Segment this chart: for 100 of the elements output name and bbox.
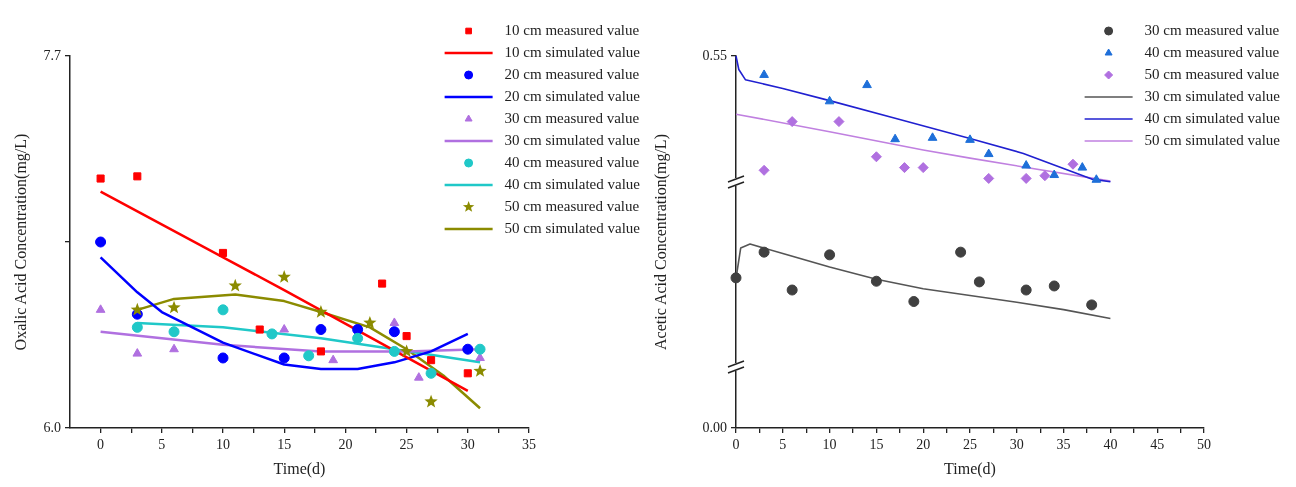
point [96, 174, 105, 183]
legend-label: 20 cm measured value [504, 65, 640, 82]
x-tick-label: 35 [522, 437, 536, 453]
point [474, 343, 486, 355]
point [352, 332, 364, 344]
point [462, 343, 474, 355]
point [862, 79, 872, 89]
point [328, 354, 338, 364]
point [303, 350, 315, 362]
x-tick-label: 35 [1056, 437, 1071, 453]
legend-label: 20 cm simulated value [504, 87, 641, 104]
point [927, 132, 938, 141]
legend-label: 40 cm simulated value [1144, 109, 1281, 126]
legend-label: 40 cm simulated value [504, 175, 641, 192]
point [95, 236, 107, 248]
x-tick-label: 10 [216, 437, 230, 453]
point [1048, 280, 1060, 292]
point [1020, 284, 1032, 296]
point [917, 162, 929, 174]
point [402, 332, 411, 341]
legend-label: 40 cm measured value [1144, 43, 1280, 60]
point [870, 275, 882, 287]
x-tick-label: 5 [779, 437, 787, 453]
legend-label: 30 cm measured value [504, 109, 640, 126]
point [132, 348, 143, 357]
x-tick-label: 5 [158, 437, 166, 453]
point [363, 315, 377, 329]
point [425, 367, 437, 379]
legend-label: 50 cm simulated value [1144, 131, 1281, 148]
point [965, 134, 975, 143]
x-axis-title: Time(d) [273, 459, 326, 478]
point [378, 279, 387, 288]
x-tick-label: 0 [97, 437, 105, 453]
point [983, 172, 995, 184]
legend-label: 30 cm simulated value [504, 131, 641, 148]
point [890, 133, 900, 143]
y-axis-title: Oxalic Acid Concentration(mg/L) [11, 133, 30, 351]
point [169, 343, 179, 353]
y-axis-title: Acetic Acid Concentration(mg/L) [651, 134, 670, 350]
point [758, 246, 770, 258]
x-tick-label: 25 [963, 437, 977, 453]
point [955, 246, 967, 258]
y-tick-label: 6.0 [43, 419, 61, 435]
point [266, 328, 278, 340]
y-tick-label: 7.7 [43, 47, 61, 63]
x-tick-label: 30 [460, 437, 475, 453]
point [870, 151, 882, 163]
point [1086, 299, 1098, 311]
point [758, 164, 770, 176]
x-tick-label: 40 [1103, 437, 1118, 453]
point [218, 248, 228, 257]
point [1091, 174, 1102, 183]
point [908, 296, 920, 308]
x-tick-label: 0 [732, 437, 740, 453]
point [786, 284, 798, 296]
legend-label: 10 cm simulated value [504, 43, 641, 60]
point [427, 356, 436, 365]
point [973, 276, 985, 288]
legend-label: 30 cm measured value [1144, 21, 1280, 38]
point [833, 116, 845, 128]
point [217, 352, 229, 364]
x-tick-label: 30 [1009, 437, 1024, 453]
point [463, 369, 472, 378]
x-tick-label: 20 [338, 437, 353, 453]
y-tick-label: 0.55 [702, 47, 727, 63]
point [278, 352, 290, 364]
legend-label: 50 cm simulated value [504, 219, 641, 236]
point [133, 172, 142, 181]
legend-label: 50 cm measured value [1144, 65, 1280, 82]
point [277, 270, 291, 283]
point [983, 148, 994, 158]
x-axis-title: Time(d) [944, 459, 996, 478]
point [314, 305, 328, 318]
point [1049, 169, 1060, 179]
point [1020, 172, 1032, 184]
point [279, 324, 290, 333]
point [315, 324, 327, 336]
point [1021, 160, 1031, 169]
point [131, 321, 143, 333]
x-tick-label: 25 [399, 437, 414, 453]
point [167, 300, 181, 314]
x-tick-label: 10 [822, 437, 837, 453]
point [730, 272, 742, 284]
x-tick-label: 15 [869, 437, 884, 453]
point [388, 345, 400, 357]
point [898, 162, 910, 174]
point [388, 326, 400, 338]
point [130, 302, 144, 316]
point [316, 347, 325, 356]
point [824, 249, 836, 261]
point [217, 304, 229, 316]
point [414, 372, 424, 381]
legend-label: 50 cm measured value [504, 197, 640, 214]
y-tick-label: 0.00 [702, 419, 727, 435]
point [824, 95, 835, 105]
point [95, 304, 106, 313]
x-tick-label: 20 [916, 437, 931, 453]
point [786, 116, 798, 128]
point [424, 394, 438, 408]
point [1077, 162, 1088, 171]
